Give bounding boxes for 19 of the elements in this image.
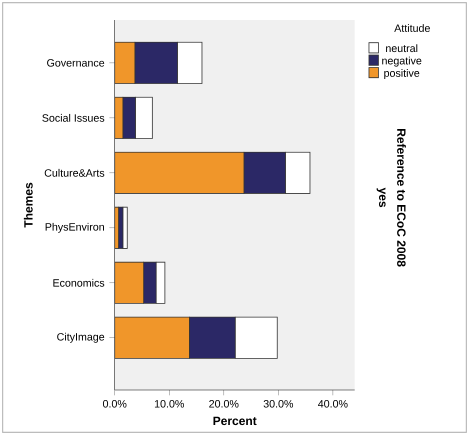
y-tick-label: Governance bbox=[47, 59, 104, 67]
legend-label: neutral bbox=[386, 44, 418, 52]
legend-title: Attitude bbox=[394, 24, 430, 32]
y-tick-label: Economics bbox=[53, 278, 104, 287]
y-tick-label: Culture&Arts bbox=[44, 168, 104, 177]
x-axis-title: Percent bbox=[213, 416, 257, 426]
x-tick-label: 10.0% bbox=[154, 400, 184, 408]
y-tick-label: CityImage bbox=[57, 332, 104, 343]
x-tick-label: 40.0% bbox=[318, 400, 348, 408]
y-tick-label: PhysEnviron bbox=[46, 222, 104, 233]
text: Reference to ECoC 2008 bbox=[397, 129, 406, 267]
legend-label: positive bbox=[384, 69, 420, 79]
legend-label: negative bbox=[382, 56, 422, 67]
x-tick-label: 0.0% bbox=[102, 400, 126, 408]
x-tick-label: 30.0% bbox=[264, 400, 294, 408]
y-tick-label: Social Issues bbox=[42, 114, 104, 122]
y-axis-title: Themes bbox=[24, 182, 33, 228]
text: yes bbox=[376, 188, 386, 208]
x-tick-label: 20.0% bbox=[209, 400, 239, 408]
